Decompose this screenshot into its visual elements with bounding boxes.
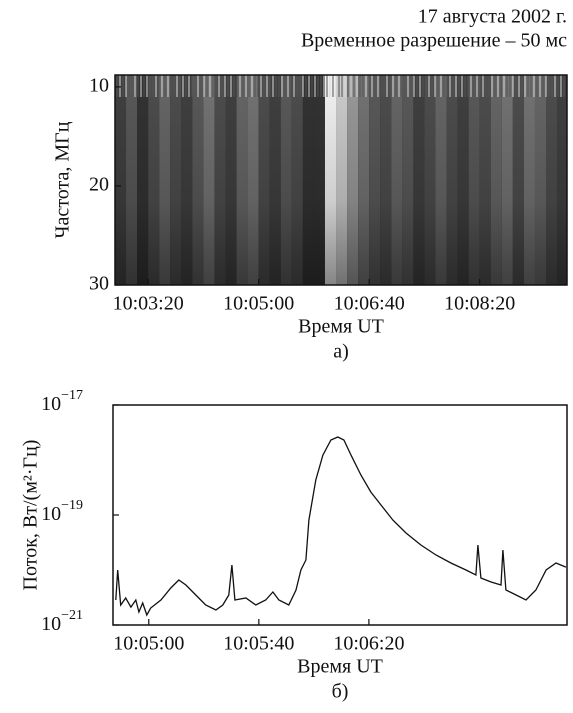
x-tick-label: 10:05:00 <box>223 293 294 315</box>
y-tick-label: 10−19 <box>41 498 83 524</box>
x-axis-label: Время UT <box>297 656 383 678</box>
figure-resolution: Временное разрешение – 50 мс <box>301 30 567 52</box>
y-tick-label: 10 <box>89 74 109 96</box>
figure-date: 17 августа 2002 г. <box>418 6 567 28</box>
plot-frame <box>114 74 568 286</box>
x-axis-label: Время UT <box>298 316 384 338</box>
vignette <box>115 75 567 285</box>
y-axis-label: Частота, МГц <box>52 121 74 238</box>
x-tick-label: 10:06:40 <box>334 293 405 315</box>
y-axis-label: Поток, Вт/(м²·Гц) <box>20 440 42 591</box>
y-tick-label: 20 <box>89 174 109 196</box>
x-tick-label: 10:05:00 <box>113 633 184 655</box>
panel-label: а) <box>333 341 349 363</box>
y-tick-label: 10−17 <box>41 388 83 414</box>
flux-line <box>115 436 567 617</box>
x-tick-label: 10:05:40 <box>223 633 294 655</box>
x-tick-label: 10:06:20 <box>333 633 404 655</box>
x-tick-label: 10:08:20 <box>444 293 515 315</box>
panel-label: б) <box>332 681 349 703</box>
y-tick-label: 30 <box>89 273 109 295</box>
y-tick-label: 10−21 <box>41 608 83 634</box>
x-tick-label: 10:03:20 <box>113 293 184 315</box>
